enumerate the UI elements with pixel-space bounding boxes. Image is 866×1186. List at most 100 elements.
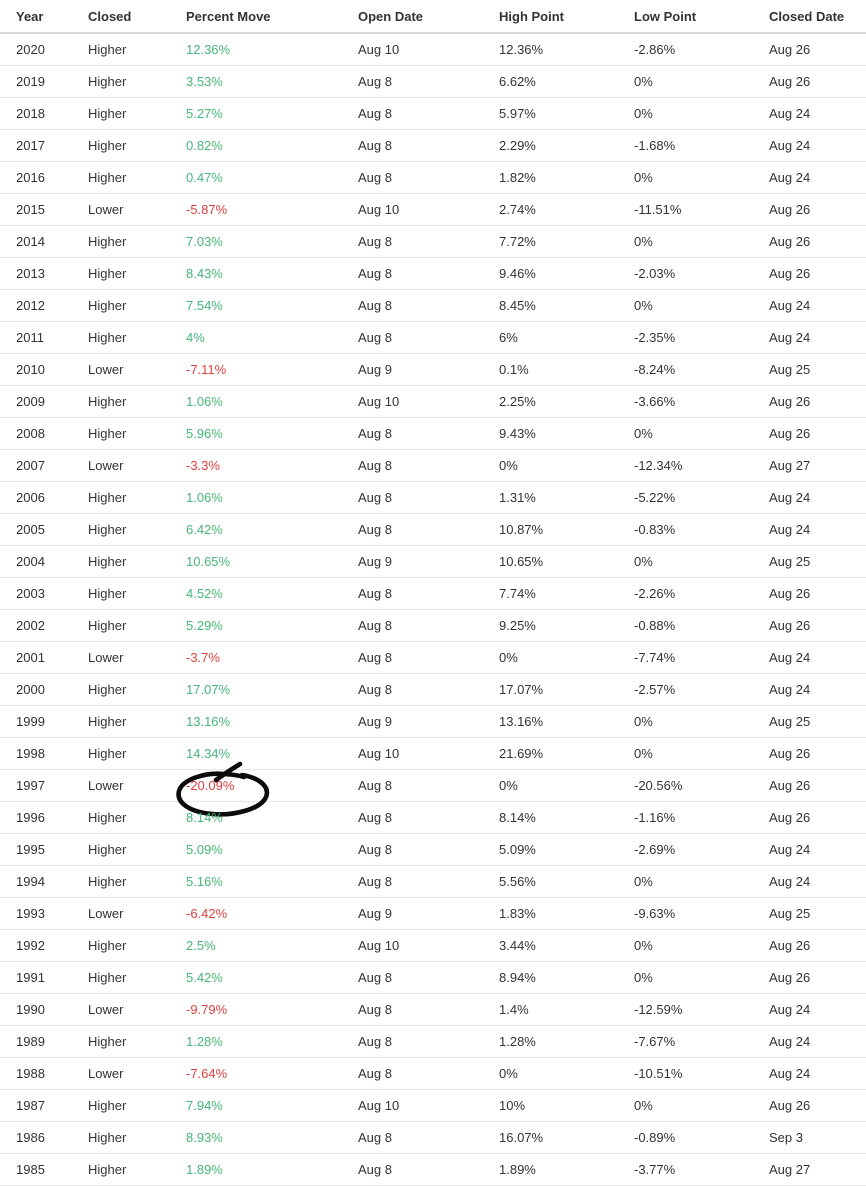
cell-year: 2003 <box>0 586 72 601</box>
cell-high_point: 6.62% <box>483 74 618 89</box>
cell-closed_date: Aug 26 <box>753 1098 866 1113</box>
cell-low_point: 0% <box>618 74 753 89</box>
cell-high_point: 0.1% <box>483 362 618 377</box>
cell-closed_date: Aug 26 <box>753 970 866 985</box>
cell-percent_move: 5.29% <box>170 618 342 633</box>
percent_move-value: 5.27% <box>186 106 223 121</box>
cell-year: 1993 <box>0 906 72 921</box>
cell-open_date: Aug 9 <box>342 362 483 377</box>
year-value: 1998 <box>16 746 45 761</box>
year-value: 2007 <box>16 458 45 473</box>
column-label-high_point: High Point <box>499 8 564 24</box>
cell-year: 2011 <box>0 330 72 345</box>
low_point-value: 0% <box>634 554 653 569</box>
cell-high_point: 9.25% <box>483 618 618 633</box>
cell-year: 2018 <box>0 106 72 121</box>
cell-closed_date: Aug 24 <box>753 842 866 857</box>
table-row: 2019 Higher 3.53% Aug 8 6.62% 0% Aug 26 <box>0 66 866 98</box>
cell-year: 2013 <box>0 266 72 281</box>
cell-high_point: 0% <box>483 1066 618 1081</box>
cell-closed: Higher <box>72 490 170 505</box>
closed-value: Higher <box>88 618 127 633</box>
cell-year: 1995 <box>0 842 72 857</box>
open_date-value: Aug 8 <box>358 1002 392 1017</box>
cell-high_point: 9.43% <box>483 426 618 441</box>
closed-value: Higher <box>88 970 127 985</box>
cell-closed: Higher <box>72 1130 170 1145</box>
cell-open_date: Aug 8 <box>342 778 483 793</box>
closed_date-value: Aug 24 <box>769 138 811 153</box>
cell-closed_date: Aug 24 <box>753 650 866 665</box>
cell-low_point: -2.26% <box>618 586 753 601</box>
open_date-value: Aug 10 <box>358 746 400 761</box>
high_point-value: 1.83% <box>499 906 536 921</box>
closed_date-value: Aug 26 <box>769 746 811 761</box>
cell-low_point: 0% <box>618 426 753 441</box>
percent-move-highlight: -3.3% <box>186 458 220 473</box>
cell-closed: Higher <box>72 1034 170 1049</box>
cell-low_point: -12.34% <box>618 458 753 473</box>
high_point-value: 0.1% <box>499 362 529 377</box>
closed_date-value: Aug 26 <box>769 234 811 249</box>
open_date-value: Aug 10 <box>358 394 400 409</box>
closed_date-value: Aug 24 <box>769 682 811 697</box>
cell-low_point: 0% <box>618 554 753 569</box>
year-value: 1985 <box>16 1162 45 1177</box>
cell-high_point: 7.72% <box>483 234 618 249</box>
percent_move-value: 7.54% <box>186 298 223 313</box>
cell-open_date: Aug 9 <box>342 714 483 729</box>
cell-low_point: 0% <box>618 234 753 249</box>
high_point-value: 0% <box>499 778 518 793</box>
cell-open_date: Aug 8 <box>342 458 483 473</box>
high-point-highlight: 9.43% <box>499 426 536 441</box>
table-body: 2020 Higher 12.36% Aug 10 12.36% -2.86% Aug 26… <box>0 34 866 1186</box>
year-value: 1993 <box>16 906 45 921</box>
percent_move-value: 17.07% <box>186 682 231 697</box>
cell-percent_move: 0.47% <box>170 170 342 185</box>
closed-value: Higher <box>88 714 127 729</box>
closed-value: Higher <box>88 138 127 153</box>
percent_move-value: -20.09% <box>186 778 235 793</box>
cell-year: 2010 <box>0 362 72 377</box>
low_point-value: 0% <box>634 1098 653 1113</box>
high-point-highlight: 6% <box>499 330 518 345</box>
percent_move-value: 4.52% <box>186 586 223 601</box>
cell-open_date: Aug 8 <box>342 330 483 345</box>
cell-closed: Higher <box>72 586 170 601</box>
year-value: 1990 <box>16 1002 45 1017</box>
cell-closed: Higher <box>72 74 170 89</box>
high-point-highlight: 5.97% <box>499 106 536 121</box>
closed_date-value: Aug 25 <box>769 714 811 729</box>
high_point-value: 1.31% <box>499 490 536 505</box>
column-label-low_point: Low Point <box>634 8 697 24</box>
cell-percent_move: -3.7% <box>170 650 342 665</box>
cell-high_point: 10.87% <box>483 522 618 537</box>
cell-closed_date: Aug 24 <box>753 682 866 697</box>
cell-closed: Higher <box>72 394 170 409</box>
low_point-value: 0% <box>634 74 653 89</box>
year-value: 2010 <box>16 362 45 377</box>
cell-high_point: 2.74% <box>483 202 618 217</box>
cell-high_point: 0% <box>483 458 618 473</box>
cell-year: 2004 <box>0 554 72 569</box>
table-row: 1995 Higher 5.09% Aug 8 5.09% -2.69% Aug 24 <box>0 834 866 866</box>
year-value: 1991 <box>16 970 45 985</box>
high_point-value: 10.87% <box>499 522 544 537</box>
percent_move-value: 13.16% <box>186 714 231 729</box>
cell-closed_date: Aug 24 <box>753 490 866 505</box>
open_date-value: Aug 8 <box>358 170 392 185</box>
cell-year: 1986 <box>0 1130 72 1145</box>
cell-high_point: 12.36% <box>483 42 618 57</box>
cell-low_point: -0.89% <box>618 1130 753 1145</box>
cell-percent_move: 8.93% <box>170 1130 342 1145</box>
cell-low_point: 0% <box>618 938 753 953</box>
column-label-closed_date: Closed Date <box>769 8 845 24</box>
closed_date-value: Aug 24 <box>769 874 811 889</box>
year-value: 2015 <box>16 202 45 217</box>
cell-closed_date: Aug 24 <box>753 106 866 121</box>
year-value: 1999 <box>16 714 45 729</box>
cell-closed_date: Aug 25 <box>753 906 866 921</box>
open_date-value: Aug 8 <box>358 810 392 825</box>
cell-high_point: 1.31% <box>483 490 618 505</box>
cell-low_point: -0.83% <box>618 522 753 537</box>
